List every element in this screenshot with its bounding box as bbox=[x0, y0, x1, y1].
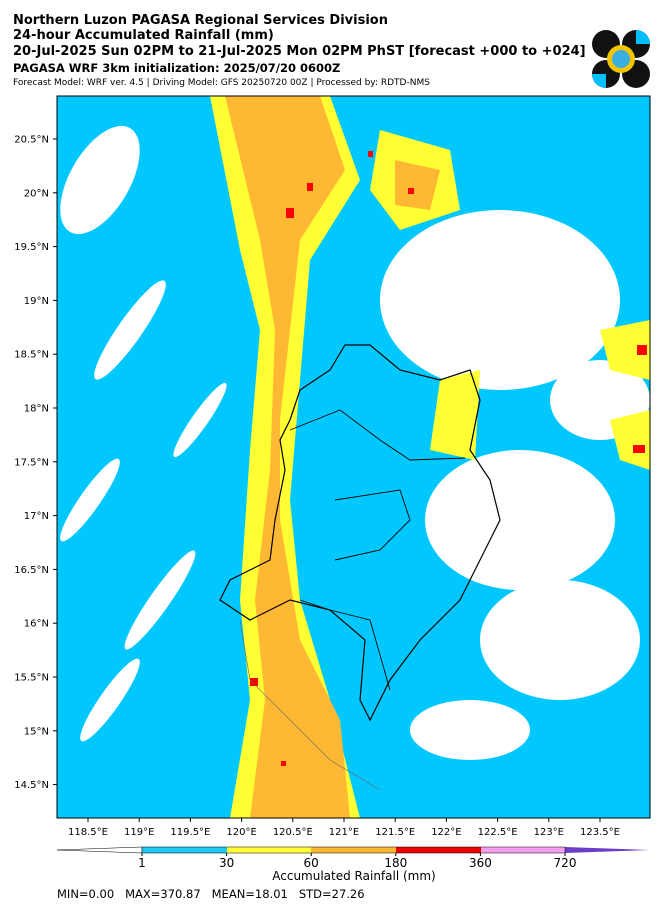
init: PAGASA WRF 3km initialization: 2025/07/2… bbox=[13, 61, 340, 75]
lat-label: 17°N bbox=[24, 511, 49, 522]
lon-label: 121.5°E bbox=[375, 827, 415, 838]
period: 20-Jul-2025 Sun 02PM to 21-Jul-2025 Mon … bbox=[13, 44, 586, 59]
lon-label: 121°E bbox=[329, 827, 359, 838]
lat-label: 16°N bbox=[24, 619, 49, 630]
colorbar-tick-label: 720 bbox=[554, 856, 577, 870]
lon-label: 120.5°E bbox=[273, 827, 313, 838]
stats: MIN=0.00 MAX=370.87 MEAN=18.01 STD=27.26 bbox=[57, 887, 365, 901]
lat-label: 19.5°N bbox=[14, 242, 49, 253]
lon-label: 123°E bbox=[534, 827, 564, 838]
lat-label: 19°N bbox=[24, 296, 49, 307]
logo bbox=[592, 30, 650, 88]
colorbar-label: Accumulated Rainfall (mm) bbox=[272, 869, 435, 883]
model-info: Forecast Model: WRF ver. 4.5 | Driving M… bbox=[13, 78, 430, 88]
lat-label: 16.5°N bbox=[14, 565, 49, 576]
lon-label: 119.5°E bbox=[170, 827, 210, 838]
subtitle: 24-hour Accumulated Rainfall (mm) bbox=[13, 28, 274, 43]
lat-label: 18°N bbox=[24, 404, 49, 415]
lat-label: 18.5°N bbox=[14, 350, 49, 361]
lat-label: 20°N bbox=[24, 188, 49, 199]
rainfall-map bbox=[57, 96, 650, 818]
lat-label: 15.5°N bbox=[14, 673, 49, 684]
lon-label: 122.5°E bbox=[478, 827, 518, 838]
map-frame bbox=[56, 95, 651, 819]
colorbar-tick-label: 1 bbox=[138, 856, 146, 870]
title: Northern Luzon PAGASA Regional Services … bbox=[13, 13, 388, 28]
lon-label: 119°E bbox=[124, 827, 154, 838]
lon-label: 118.5°E bbox=[68, 827, 108, 838]
lat-label: 17.5°N bbox=[14, 457, 49, 468]
lon-label: 120°E bbox=[226, 827, 256, 838]
colorbar bbox=[56, 846, 650, 854]
lon-label: 122°E bbox=[431, 827, 461, 838]
colorbar-tick-label: 30 bbox=[219, 856, 234, 870]
lat-label: 14.5°N bbox=[14, 780, 49, 791]
lon-label: 123.5°E bbox=[580, 827, 620, 838]
colorbar-tick-label: 60 bbox=[304, 856, 319, 870]
lat-label: 20.5°N bbox=[14, 135, 49, 146]
lat-label: 15°N bbox=[24, 726, 49, 737]
colorbar-tick-label: 360 bbox=[469, 856, 492, 870]
colorbar-tick-label: 180 bbox=[384, 856, 407, 870]
